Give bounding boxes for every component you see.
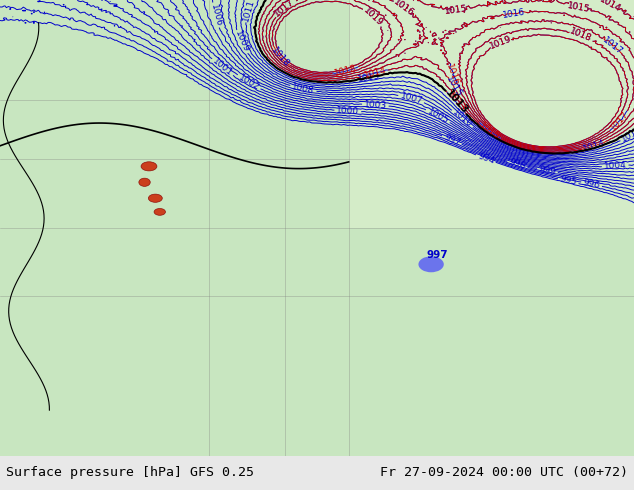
Text: 998: 998	[508, 158, 527, 171]
Text: 1014: 1014	[598, 0, 623, 14]
Text: 1016: 1016	[444, 62, 461, 87]
Text: 1013: 1013	[443, 88, 470, 116]
Text: 1007: 1007	[399, 91, 424, 106]
Text: 999: 999	[538, 165, 557, 177]
Ellipse shape	[141, 162, 157, 171]
Text: 1019: 1019	[361, 6, 385, 28]
Text: 1017: 1017	[273, 0, 297, 19]
Text: 1010: 1010	[451, 108, 474, 130]
Text: 1018: 1018	[269, 45, 290, 69]
Text: 1011: 1011	[241, 0, 256, 23]
Text: 1015: 1015	[444, 4, 468, 16]
Text: 994: 994	[476, 151, 495, 166]
Ellipse shape	[154, 208, 165, 215]
Text: 1004: 1004	[604, 161, 627, 171]
Text: 1017: 1017	[601, 35, 624, 56]
Text: 1015: 1015	[444, 4, 468, 16]
Text: 1017: 1017	[608, 109, 630, 133]
Text: Surface pressure [hPa] GFS 0.25: Surface pressure [hPa] GFS 0.25	[6, 466, 254, 479]
Text: 1013: 1013	[445, 91, 467, 114]
Text: 1019: 1019	[361, 6, 385, 28]
Text: 1018: 1018	[333, 64, 358, 78]
Text: 1006: 1006	[209, 3, 223, 27]
Ellipse shape	[139, 178, 150, 186]
Text: 1015: 1015	[567, 1, 591, 14]
Text: 996: 996	[582, 178, 601, 190]
Text: 1003: 1003	[363, 100, 387, 110]
Text: 995: 995	[559, 174, 578, 187]
Text: 1017: 1017	[273, 0, 297, 19]
Text: 1015: 1015	[444, 74, 463, 99]
Text: 1014: 1014	[363, 66, 387, 80]
Text: 1005: 1005	[426, 106, 450, 125]
Text: 997: 997	[442, 133, 462, 148]
Text: 1008: 1008	[291, 82, 315, 96]
Text: 1002: 1002	[236, 73, 261, 92]
Text: 1012: 1012	[619, 125, 634, 144]
Text: 1014: 1014	[598, 0, 623, 14]
Ellipse shape	[418, 256, 444, 272]
Text: 1018: 1018	[569, 26, 593, 44]
Text: 1016: 1016	[502, 7, 526, 20]
Text: 1018: 1018	[569, 26, 593, 44]
Text: 997: 997	[427, 250, 448, 260]
Text: 1001: 1001	[211, 56, 235, 78]
Text: 1016: 1016	[391, 0, 415, 18]
Text: 1000: 1000	[336, 106, 359, 116]
Bar	[349, 0, 634, 228]
Text: 1015: 1015	[478, 121, 501, 142]
Text: 1019: 1019	[489, 34, 514, 51]
Text: Fr 27-09-2024 00:00 UTC (00+72): Fr 27-09-2024 00:00 UTC (00+72)	[380, 466, 628, 479]
Text: 1015: 1015	[567, 1, 591, 14]
Ellipse shape	[148, 194, 162, 202]
Text: 1019: 1019	[489, 34, 514, 51]
Bar	[349, 0, 634, 456]
Text: 1014: 1014	[581, 138, 606, 153]
Text: 1016: 1016	[391, 0, 415, 18]
Text: 1009: 1009	[233, 29, 250, 54]
Text: 1013: 1013	[357, 72, 381, 84]
